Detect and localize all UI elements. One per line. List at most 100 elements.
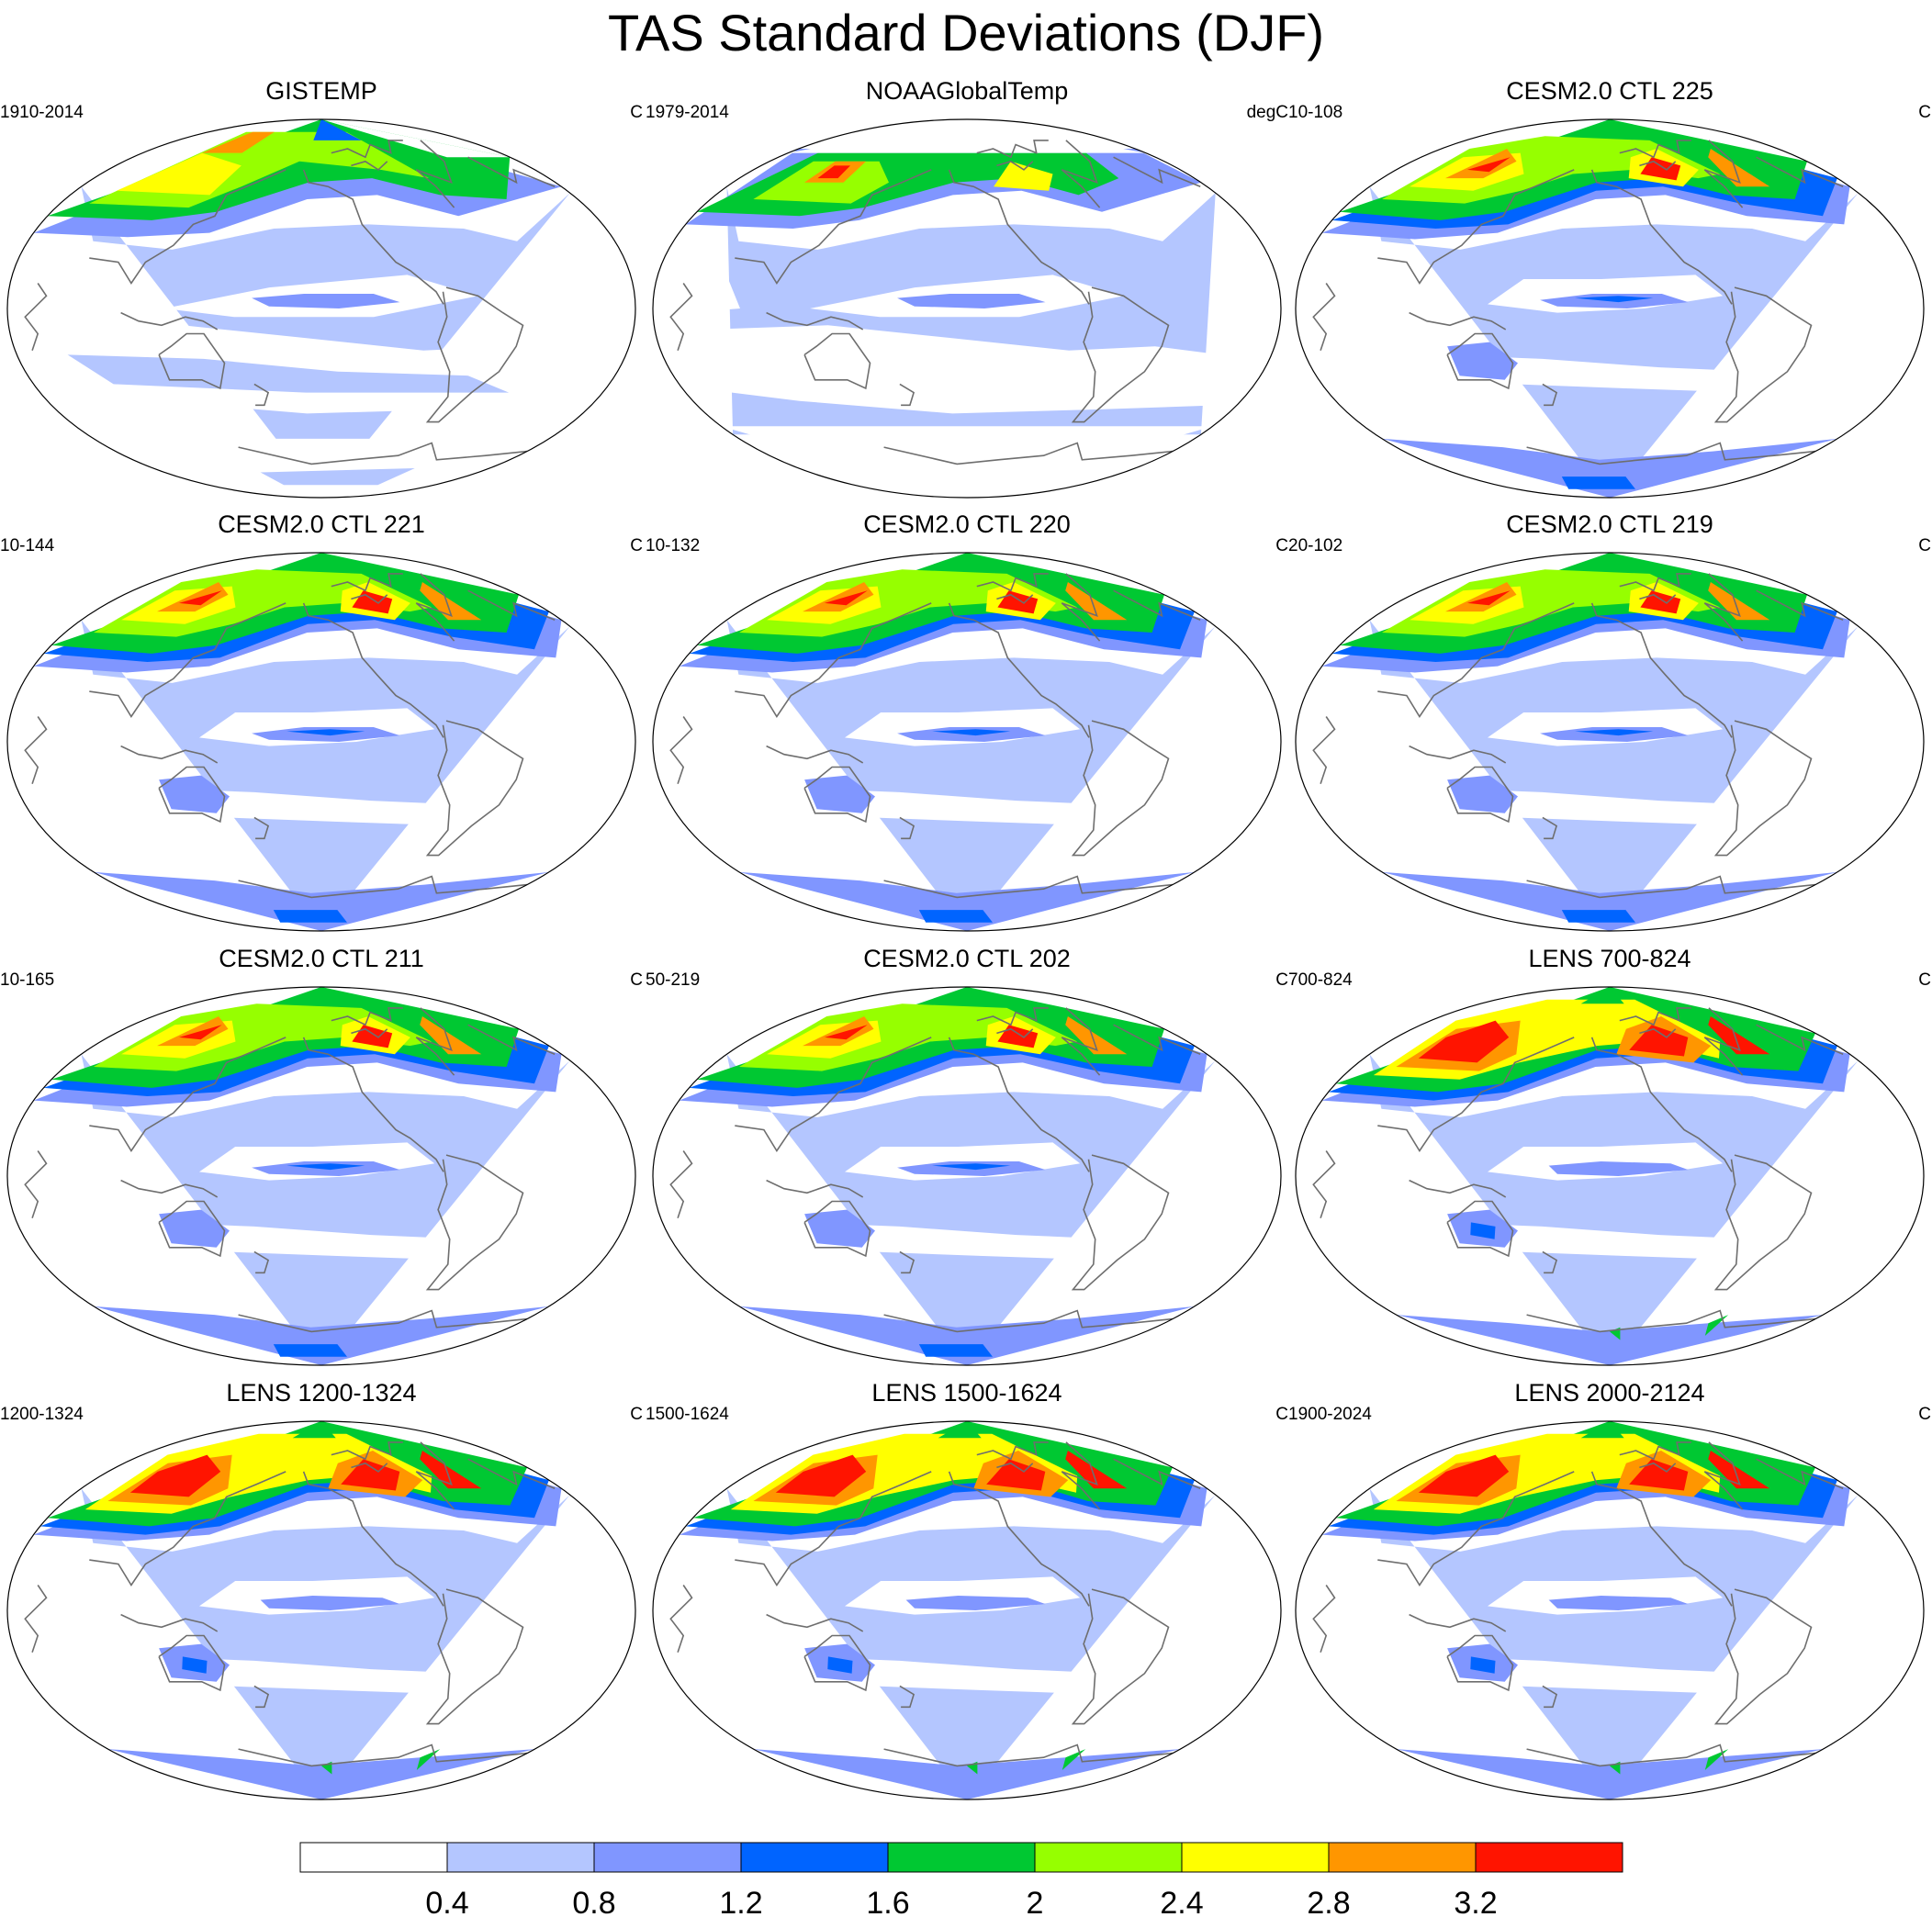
coastline: [669, 1585, 693, 1654]
colorbar-tick-label: 2.8: [1307, 1886, 1350, 1915]
map-svg: [652, 118, 1282, 499]
contour-region: [1065, 1016, 1128, 1055]
contour-region: [994, 161, 1053, 191]
coastline: [89, 1471, 286, 1586]
contour-region: [1065, 582, 1128, 621]
contour-field: [653, 553, 1281, 931]
contour-region: [1470, 1656, 1496, 1674]
panel-title: GISTEMP: [265, 77, 377, 105]
coastline: [120, 1179, 219, 1198]
coastline: [1590, 1471, 1733, 1607]
coastline: [1703, 140, 1744, 208]
contour-region: [1313, 1155, 1392, 1194]
panel-units-label: C: [1918, 970, 1931, 990]
coastline: [1377, 169, 1575, 285]
coastline: [1542, 1685, 1558, 1709]
coastline: [415, 140, 455, 208]
contour-region: [129, 1454, 221, 1497]
coastline: [883, 1743, 1174, 1767]
contour-region: [252, 294, 400, 308]
colorbar-tick-label: 3.2: [1454, 1886, 1497, 1915]
coastline: [1526, 1309, 1816, 1333]
coastline: [302, 1471, 444, 1607]
map-panel: CESM2.0 CTL 220 10-132 C: [646, 509, 1288, 946]
colorbar-box: [1181, 1842, 1330, 1873]
coastline: [996, 160, 1034, 171]
coastline: [238, 1743, 528, 1767]
coastline: [253, 383, 270, 407]
contour-region: [1124, 1163, 1211, 1202]
panel-title: CESM2.0 CTL 219: [1506, 510, 1713, 538]
coastline: [1590, 602, 1733, 738]
contour-region: [157, 1016, 229, 1047]
contour-region: [825, 1025, 868, 1040]
coastline: [669, 716, 693, 785]
map-panel: CESM2.0 CTL 202 50-219 C: [646, 943, 1288, 1380]
coastline: [1113, 1024, 1201, 1055]
contour-region: [1467, 590, 1511, 606]
coastline: [238, 1309, 528, 1333]
contour-region: [159, 775, 230, 813]
coastline: [415, 1007, 455, 1076]
contour-region: [157, 582, 229, 612]
coastline: [302, 169, 444, 305]
coastline: [1409, 1613, 1507, 1632]
coastline: [425, 720, 524, 857]
coastline: [1071, 1154, 1170, 1291]
coastline: [976, 1441, 1049, 1461]
coastline: [1061, 140, 1101, 208]
panel-units-label: C: [1918, 1405, 1931, 1424]
coastline: [1619, 1441, 1691, 1461]
contour-region: [1418, 1454, 1510, 1497]
panel-units-label: C: [630, 970, 643, 990]
contour-region: [67, 354, 510, 393]
panel-units-label: degC: [1246, 103, 1288, 122]
coastline: [120, 745, 219, 764]
contour-region: [804, 1209, 875, 1248]
contour-region: [918, 910, 993, 923]
coastline: [883, 875, 1174, 899]
contour-region: [726, 620, 1216, 931]
contour-region: [25, 1155, 104, 1194]
coastline: [158, 766, 226, 824]
contour-region: [986, 1459, 1046, 1491]
colorbar-tick-label: 0.8: [572, 1886, 615, 1915]
coastline: [948, 602, 1090, 738]
contour-region: [116, 152, 242, 196]
map-svg: [1295, 1420, 1925, 1800]
panel-units-label: C: [630, 1405, 643, 1424]
panel-period-label: 1200-1324: [0, 1405, 84, 1424]
contour-field: [7, 987, 635, 1365]
coastline: [735, 1037, 932, 1152]
map-panel: CESM2.0 CTL 211 10-165 C: [0, 943, 643, 1380]
coastline: [351, 1462, 388, 1473]
coastline: [883, 1309, 1174, 1333]
colorbar-tick-label: 1.6: [866, 1886, 909, 1915]
coastline: [467, 1024, 556, 1055]
contour-region: [1447, 775, 1518, 813]
coastline: [1312, 283, 1336, 352]
contour-region: [260, 468, 415, 486]
coastline: [467, 589, 556, 621]
panel-units-label: C: [1918, 536, 1931, 555]
coastline: [1619, 573, 1691, 592]
contour-region: [1561, 910, 1635, 923]
contour-region: [1767, 296, 1854, 334]
coastline: [1409, 745, 1507, 764]
contour-field: [653, 119, 1281, 498]
panel-period-label: 20-102: [1288, 536, 1343, 555]
coastline: [415, 1441, 455, 1510]
coastline: [1542, 1250, 1558, 1274]
contour-region: [1313, 721, 1392, 759]
contour-region: [1445, 149, 1517, 179]
contour-region: [1418, 1020, 1510, 1063]
contour-field: [1296, 987, 1924, 1365]
coastline: [1756, 589, 1844, 621]
contour-region: [817, 165, 850, 179]
coastline: [1542, 383, 1558, 407]
coastline: [302, 1037, 444, 1172]
contour-region: [753, 161, 889, 204]
contour-field: [1296, 1421, 1924, 1799]
coastline: [1526, 1743, 1816, 1767]
coastline: [1542, 816, 1558, 840]
